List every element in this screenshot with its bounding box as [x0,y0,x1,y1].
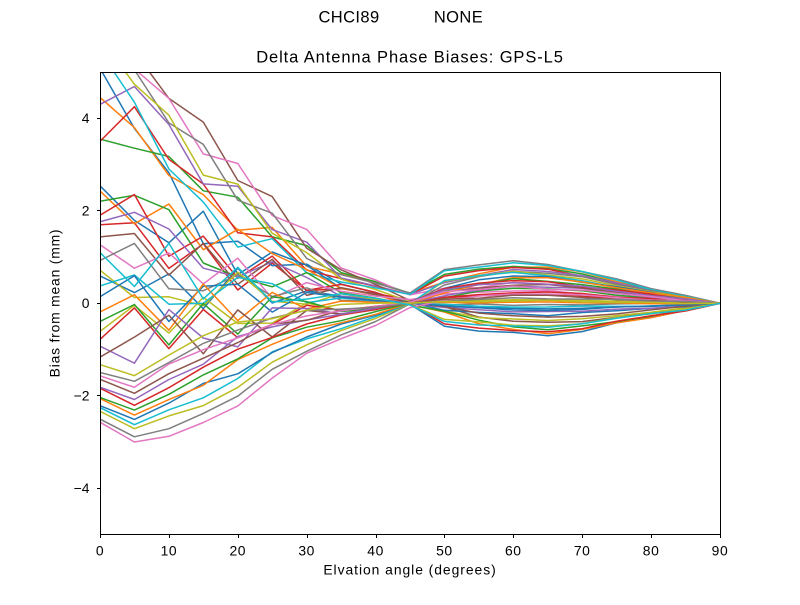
svg-text:0: 0 [82,295,90,311]
svg-text:−4: −4 [74,480,90,496]
svg-text:−2: −2 [74,388,90,404]
svg-text:50: 50 [436,543,453,559]
svg-text:90: 90 [712,543,729,559]
svg-text:4: 4 [82,110,90,126]
svg-text:40: 40 [367,543,384,559]
svg-text:Bias from mean (mm): Bias from mean (mm) [47,229,63,378]
svg-text:Elvation angle (degrees): Elvation angle (degrees) [323,562,496,578]
svg-text:Delta Antenna Phase Biases: GP: Delta Antenna Phase Biases: GPS-L5 [256,49,564,67]
svg-text:0: 0 [96,543,104,559]
svg-text:NONE: NONE [434,9,483,27]
svg-text:80: 80 [643,543,660,559]
svg-text:2: 2 [82,203,90,219]
svg-text:70: 70 [574,543,591,559]
svg-text:30: 30 [298,543,315,559]
svg-text:10: 10 [161,543,178,559]
svg-text:60: 60 [505,543,522,559]
svg-text:20: 20 [229,543,246,559]
svg-text:CHCI89: CHCI89 [318,9,379,27]
